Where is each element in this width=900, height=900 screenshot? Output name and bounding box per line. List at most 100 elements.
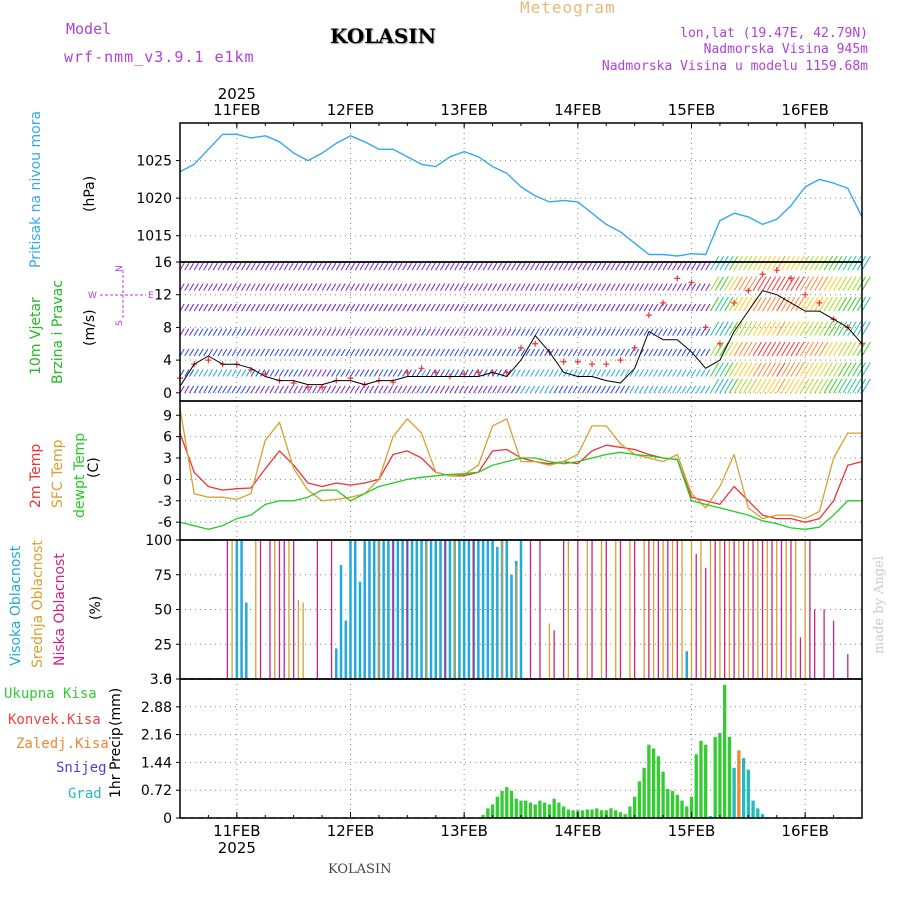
wind-barb — [558, 348, 564, 357]
precip-tick-label: 2.16 — [141, 728, 172, 744]
wind-barb — [463, 262, 469, 271]
wind-barb — [269, 283, 275, 291]
wind-barb — [383, 303, 389, 312]
wind-barb — [601, 385, 607, 394]
wind-barb — [567, 303, 573, 312]
wind-barb — [473, 348, 479, 357]
wind-barb — [615, 328, 621, 336]
wind-barb — [624, 262, 630, 271]
wind-barb — [297, 348, 304, 357]
wind-barb — [297, 283, 304, 291]
wind-barb — [757, 378, 767, 394]
wind-barb — [264, 385, 270, 394]
wind-barb — [279, 348, 285, 357]
wind-barb — [553, 385, 559, 394]
wind-barb — [643, 303, 649, 312]
wind-barb — [454, 328, 460, 336]
wind-barb — [572, 262, 578, 271]
wind-barb — [790, 276, 800, 291]
cloud-tick-label: 0 — [163, 672, 172, 688]
wind-barb — [847, 378, 857, 394]
cloud_mid-bar — [231, 540, 233, 679]
wind-barb — [852, 321, 862, 336]
wind-barb — [847, 321, 857, 336]
wind-barb — [530, 369, 536, 377]
wind-barb — [714, 255, 725, 271]
wind-barb — [217, 283, 223, 291]
wind-barb — [217, 348, 223, 357]
wind-barb — [705, 262, 711, 271]
wind-barb — [539, 369, 545, 377]
wind-barb — [435, 348, 441, 357]
precip_total-bar — [533, 804, 537, 818]
wind-barb — [686, 328, 692, 336]
wind-barb — [492, 262, 498, 271]
wind-barb — [548, 385, 555, 394]
wind-barb — [648, 385, 654, 394]
wind-barb — [269, 385, 275, 394]
wind-barb — [184, 348, 190, 357]
wind-barb — [558, 385, 564, 394]
wind-barb — [340, 385, 346, 394]
wind-barb — [255, 348, 261, 357]
wind-barb — [548, 283, 555, 291]
wind-barb — [634, 262, 640, 271]
wind-barb — [728, 362, 739, 377]
cloud_high-bar — [372, 540, 376, 679]
wind-barb — [222, 385, 228, 394]
wind-barb — [364, 348, 370, 357]
wind-barb — [800, 378, 810, 394]
product-title: Meteogram — [520, 0, 616, 17]
wind-barb — [837, 321, 848, 336]
wind-barb — [312, 262, 318, 271]
wind-barb — [387, 369, 394, 377]
wind-barb — [463, 369, 469, 377]
wind-barb — [392, 369, 398, 377]
wind-barb — [269, 369, 275, 377]
wind-barb — [217, 369, 223, 377]
wind-barb — [548, 369, 555, 377]
wind-barb — [818, 296, 829, 312]
wind-barb — [421, 262, 427, 271]
wind-barb — [307, 328, 313, 336]
wind-barb — [638, 283, 645, 291]
wind-barb — [207, 283, 214, 291]
wind-dir-e: E — [148, 291, 154, 301]
wind-barb — [260, 369, 266, 377]
wind-barb — [435, 262, 441, 271]
wind-barb — [567, 328, 573, 336]
wind-barb — [411, 385, 417, 394]
wind-barb — [738, 378, 748, 394]
wind-barb — [534, 369, 540, 377]
coords-label: lon,lat (19.47E, 42.79N) — [680, 26, 868, 41]
wind-barb — [572, 303, 578, 312]
wind-barb — [345, 369, 351, 377]
wind-barb — [231, 262, 237, 271]
wind-barb — [743, 276, 753, 291]
wind-barb — [814, 255, 824, 271]
wind-barb — [586, 303, 592, 312]
wind-barb — [449, 369, 455, 377]
wind-barb — [577, 262, 583, 271]
wind-barb — [837, 296, 848, 312]
wind-barb — [667, 303, 673, 312]
wind-barb — [449, 348, 455, 357]
cloud_low-bar — [472, 540, 475, 679]
wind-barb — [591, 385, 597, 394]
wind-barb — [373, 385, 379, 394]
precip-tick-label: 3.6 — [150, 672, 172, 688]
cloud_low-bar — [283, 540, 285, 679]
cloud_low-bar — [444, 540, 446, 679]
wind-barb — [724, 255, 734, 271]
wind-barb — [184, 385, 190, 394]
wind-barb — [359, 385, 365, 394]
wind-barb — [800, 341, 810, 357]
wind-barb — [790, 255, 800, 271]
wind-barb — [681, 283, 687, 291]
cloud_high-bar — [481, 540, 485, 679]
wind-barb — [563, 303, 569, 312]
wind-barb — [198, 283, 204, 291]
wind-barb — [828, 378, 838, 394]
cloud_mid-bar — [274, 540, 276, 679]
wind-barb — [307, 262, 313, 271]
